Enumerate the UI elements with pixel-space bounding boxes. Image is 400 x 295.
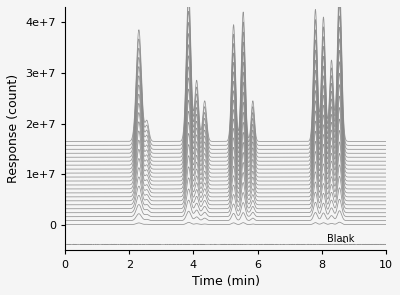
Text: Blank: Blank xyxy=(327,234,354,244)
Text: Tryptophan: Tryptophan xyxy=(0,294,1,295)
Y-axis label: Response (count): Response (count) xyxy=(7,74,20,183)
X-axis label: Time (min): Time (min) xyxy=(192,275,260,288)
